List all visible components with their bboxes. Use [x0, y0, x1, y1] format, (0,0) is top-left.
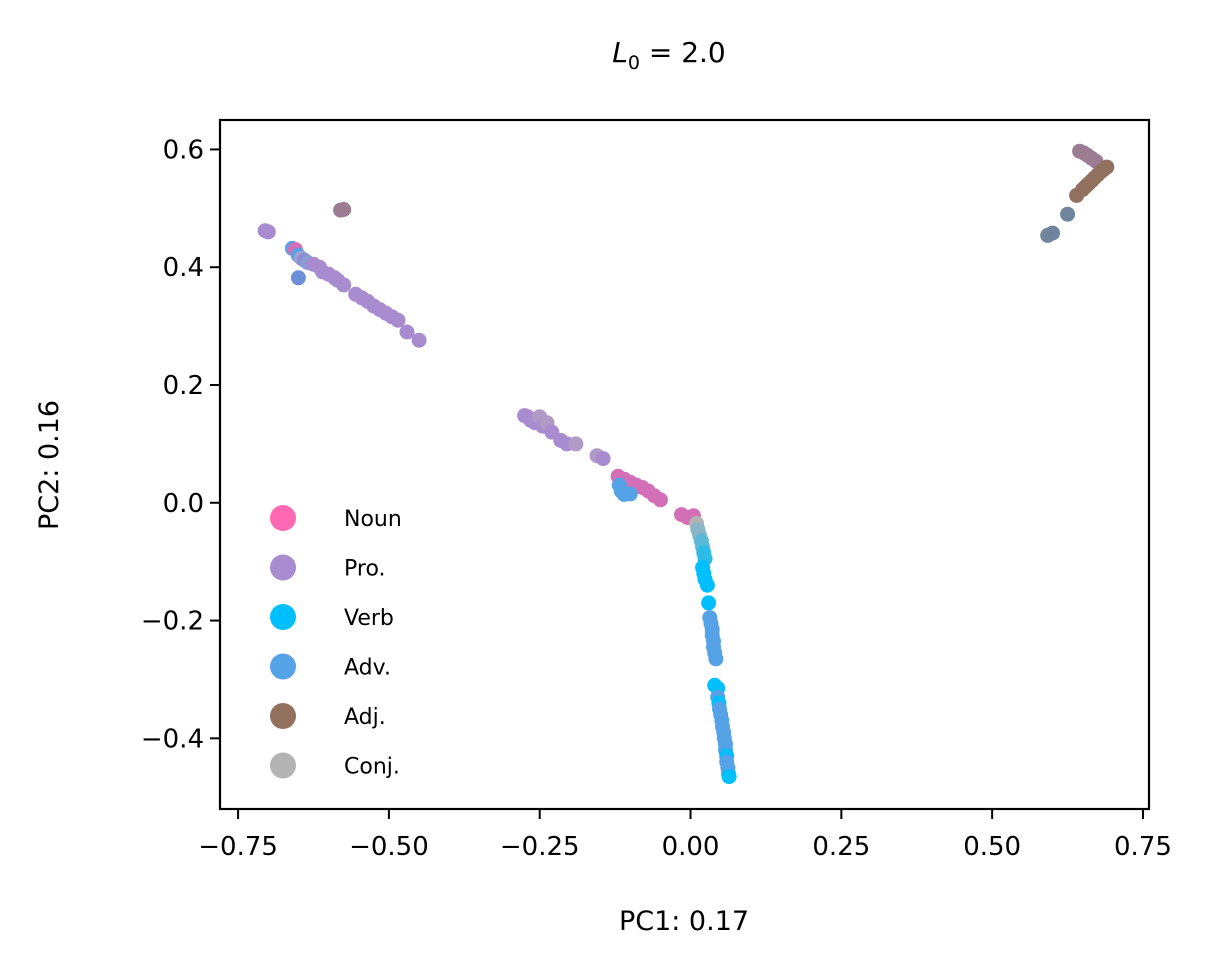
legend-marker-verb — [270, 604, 296, 630]
legend-marker-conj — [270, 752, 296, 779]
data-point-23 — [390, 312, 406, 328]
legend-label-adv: Adv. — [344, 656, 391, 681]
data-point-15 — [336, 277, 352, 293]
data-point-40 — [595, 451, 611, 467]
data-point-1 — [260, 224, 276, 240]
x-tick-label: −0.25 — [500, 832, 580, 862]
x-tick-label: 0.50 — [963, 832, 1021, 862]
x-axis-ticks: −0.75 −0.50 −0.25 0.00 0.25 0.50 0.75 — [198, 809, 1172, 862]
y-axis-label: PC2: 0.16 — [34, 400, 65, 530]
legend-marker-noun — [270, 505, 296, 531]
chart-title: L0 = 2.0 — [612, 36, 726, 74]
legend-label-verb: Verb — [344, 606, 394, 631]
data-point-48 — [652, 492, 668, 508]
legend-label-pro: Pro. — [344, 557, 386, 582]
data-point-24 — [399, 324, 415, 340]
data-points — [257, 143, 1115, 785]
data-point-10 — [290, 270, 306, 286]
data-point-110 — [1040, 227, 1056, 243]
legend-label-adj: Adj. — [344, 705, 386, 730]
data-point-92 — [721, 769, 737, 785]
legend-marker-pro — [270, 554, 296, 581]
y-tick-label: 0.4 — [163, 253, 204, 283]
legend: Noun Pro. Verb Adv. Adj. Conj. — [270, 505, 402, 780]
data-point-38 — [568, 436, 584, 452]
data-point-66 — [699, 577, 715, 593]
y-tick-label: −0.2 — [141, 607, 204, 637]
x-tick-label: 0.25 — [812, 832, 870, 862]
x-tick-label: 0.75 — [1114, 832, 1172, 862]
data-point-108 — [1060, 206, 1076, 222]
y-tick-label: −0.4 — [141, 724, 204, 754]
data-point-27 — [336, 202, 352, 217]
plot-frame — [218, 118, 1151, 811]
legend-marker-adj — [270, 703, 296, 729]
y-axis-ticks: −0.4 −0.2 0.0 0.2 0.4 0.6 — [141, 135, 220, 754]
data-point-107 — [1069, 187, 1085, 203]
y-tick-label: 0.2 — [163, 371, 204, 401]
data-point-67 — [701, 595, 717, 611]
data-point-75 — [708, 651, 724, 667]
data-point-25 — [411, 332, 427, 348]
legend-label-conj: Conj. — [344, 755, 400, 780]
x-axis-label: PC1: 0.17 — [619, 906, 749, 937]
data-point-52 — [622, 486, 638, 502]
x-tick-label: −0.75 — [198, 832, 278, 862]
x-tick-label: −0.50 — [349, 832, 429, 862]
legend-marker-adv — [270, 653, 296, 680]
legend-label-noun: Noun — [344, 507, 402, 532]
y-tick-label: 0.0 — [163, 489, 204, 519]
x-tick-label: 0.00 — [662, 832, 720, 862]
y-tick-label: 0.6 — [163, 135, 204, 165]
